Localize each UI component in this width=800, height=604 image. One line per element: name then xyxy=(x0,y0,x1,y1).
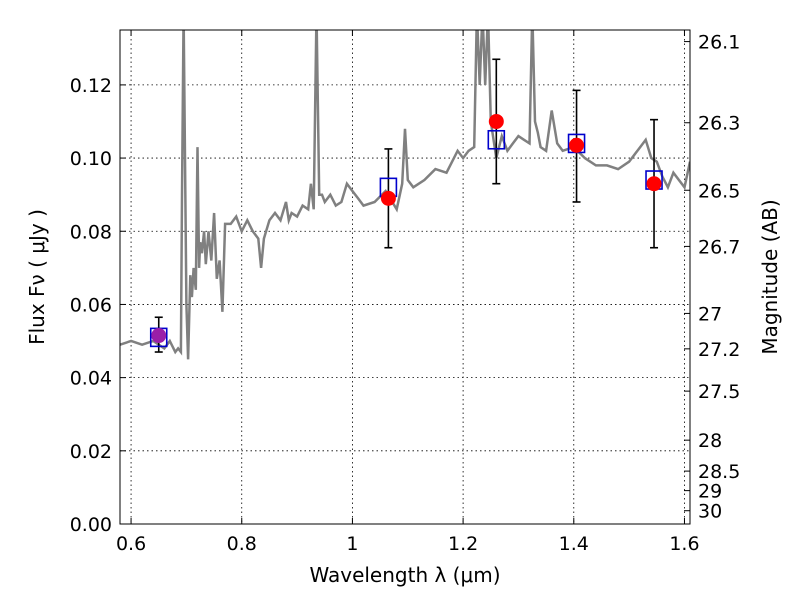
y-tick-label: 0.06 xyxy=(70,294,112,316)
y-tick-label: 0.00 xyxy=(70,514,112,536)
y-tick-label: 0.02 xyxy=(70,441,112,463)
right-tick-label: 27.5 xyxy=(698,381,740,403)
observed-photometry-point xyxy=(380,190,396,206)
x-axis-ticks: 0.6 0.8 1 1.2 1.4 1.6 xyxy=(116,30,700,555)
right-tick-label: 26.7 xyxy=(698,236,740,258)
x-tick-label: 1.4 xyxy=(559,533,589,555)
x-tick-label: 0.6 xyxy=(116,533,146,555)
right-tick-label: 29 xyxy=(698,481,722,503)
y-axis-label: Flux Fν ( μJy ) xyxy=(25,209,49,345)
right-tick-label: 26.1 xyxy=(698,32,740,54)
y-tick-label: 0.04 xyxy=(70,368,112,390)
error-bars xyxy=(154,58,659,353)
y-tick-label: 0.10 xyxy=(70,148,112,170)
x-axis-label: Wavelength λ (μm) xyxy=(309,563,500,587)
right-tick-label: 26.3 xyxy=(698,113,740,135)
observed-photometry-point xyxy=(488,113,504,129)
x-tick-label: 1.2 xyxy=(448,533,478,555)
right-axis-label: Magnitude (AB) xyxy=(758,199,782,354)
right-tick-label: 30 xyxy=(698,501,722,523)
x-tick-label: 1 xyxy=(346,533,358,555)
right-tick-label: 27 xyxy=(698,303,722,325)
right-tick-label: 28.5 xyxy=(698,461,740,483)
x-tick-label: 0.8 xyxy=(227,533,257,555)
observed-photometry-markers xyxy=(151,113,662,344)
right-tick-label: 26.5 xyxy=(698,180,740,202)
y-axis-ticks: 0.00 0.02 0.04 0.06 0.08 0.10 0.12 xyxy=(70,75,126,536)
observed-photometry-point xyxy=(569,137,585,153)
right-tick-label: 28 xyxy=(698,430,722,452)
observed-photometry-point xyxy=(646,176,662,192)
x-tick-label: 1.6 xyxy=(669,533,699,555)
model-photometry-square xyxy=(487,129,506,150)
spectrum-line xyxy=(120,30,690,360)
grid xyxy=(120,30,690,525)
y-tick-label: 0.12 xyxy=(70,75,112,97)
right-tick-label: 27.2 xyxy=(698,339,740,361)
y-tick-label: 0.08 xyxy=(70,221,112,243)
observed-photometry-point xyxy=(151,328,167,344)
plot-frame xyxy=(119,29,691,525)
